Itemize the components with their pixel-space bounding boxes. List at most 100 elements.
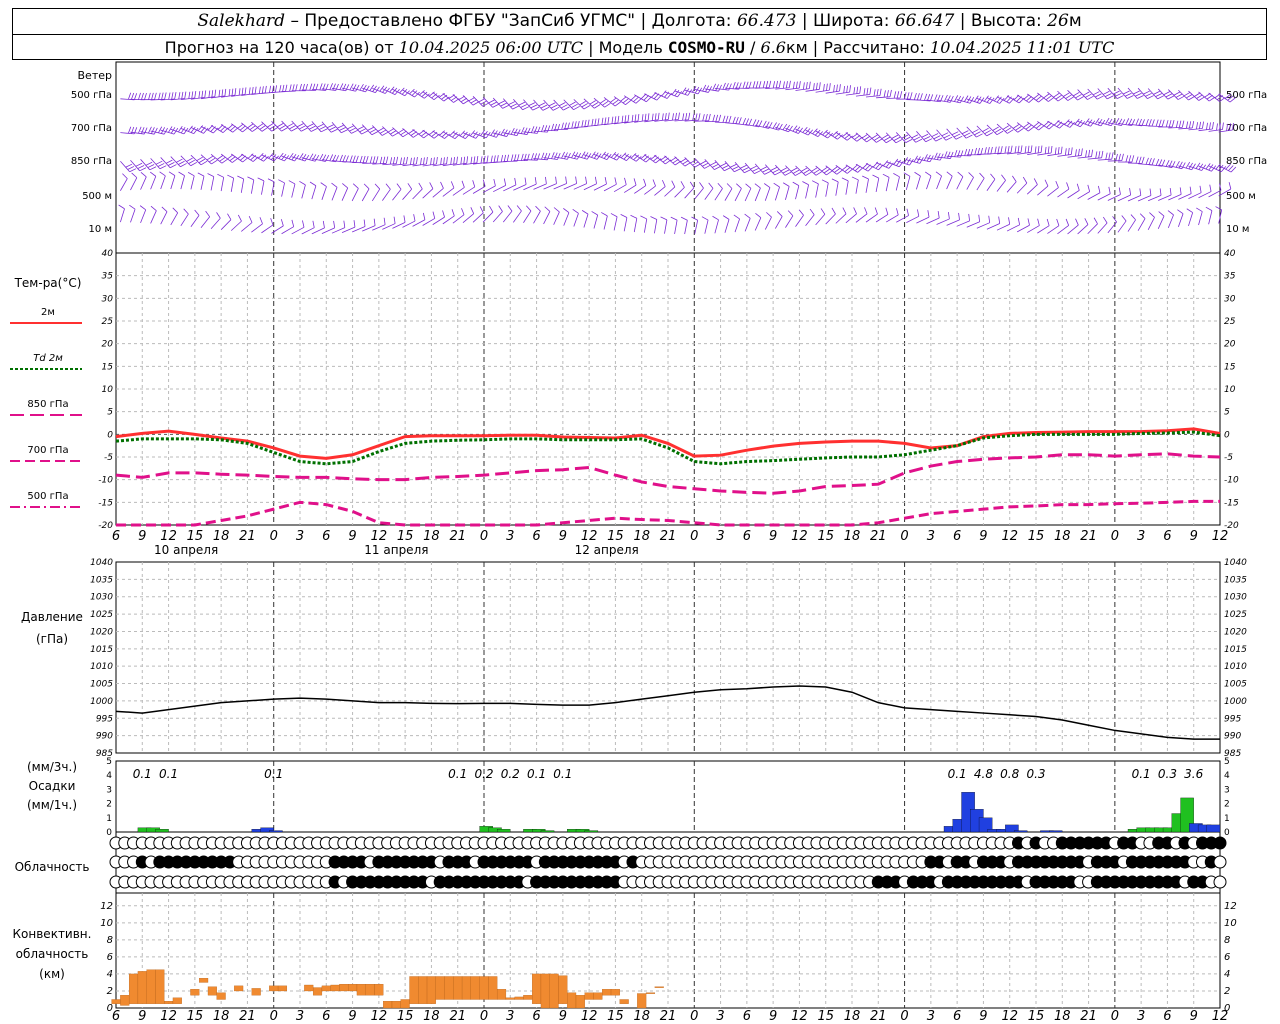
wind-barb-feather: [633, 178, 637, 186]
wind-barb-shaft: [553, 211, 560, 225]
wind-barb-feather: [925, 138, 933, 143]
wind-barb-feather: [1043, 93, 1050, 99]
wind-barb-feather: [500, 128, 505, 136]
wind-barb-feather: [1095, 93, 1102, 98]
press-ytick-right: 1000: [1224, 697, 1247, 707]
wind-barb-feather: [1114, 92, 1122, 97]
wind-barb-feather: [742, 117, 747, 125]
wind-barb-feather: [883, 136, 891, 141]
wind-barb-feather: [194, 209, 200, 216]
wind-barb-feather: [724, 167, 731, 172]
wind-barb-shaft: [714, 88, 729, 91]
wind-barb-feather: [159, 165, 167, 170]
wind-barb-feather: [775, 80, 779, 88]
wind-barb-shaft: [1067, 190, 1080, 199]
wind-barb-feather: [954, 149, 958, 157]
wind-barb-feather: [768, 80, 772, 88]
wind-barb-feather: [207, 173, 214, 178]
wind-barb-feather: [349, 155, 353, 163]
wind-barb-feather: [280, 219, 284, 226]
temp-hour-label: 21: [449, 529, 466, 544]
wind-barb-shaft: [785, 87, 800, 91]
temp-hour-label: 9: [769, 529, 777, 544]
wind-barb-shaft: [210, 153, 223, 164]
wind-barb-feather: [361, 130, 369, 135]
wind-barb-shaft: [291, 226, 305, 235]
conv-hour-label: 12: [160, 1009, 177, 1024]
wind-barb-feather: [664, 112, 667, 121]
wind-barb-shaft: [170, 212, 179, 226]
wind-barb-feather: [1135, 92, 1142, 97]
wind-barb-feather: [352, 155, 356, 163]
wind-barb-feather: [158, 126, 163, 133]
wind-barb-shaft: [1097, 88, 1108, 100]
wind-barb-feather: [682, 160, 689, 165]
wind-barb-feather: [1198, 96, 1205, 101]
wind-barb-feather: [614, 101, 621, 107]
wind-barb-feather: [1194, 92, 1201, 97]
wind-barb-shaft: [624, 120, 639, 124]
wind-barb-feather: [692, 113, 695, 121]
wind-barb-shaft: [513, 184, 527, 191]
wind-barb-feather: [206, 155, 214, 161]
wind-barb-feather: [903, 92, 907, 100]
wind-barb-feather: [623, 153, 629, 160]
wind-barb-feather: [476, 155, 479, 163]
wind-barb-shaft: [815, 183, 819, 198]
temp-ytick-left: -20: [98, 521, 113, 531]
wind-barb-feather: [267, 123, 274, 128]
conv-hour-label: 3: [1137, 1009, 1145, 1024]
wind-barb-feather: [493, 178, 496, 186]
wind-barb-feather: [1175, 160, 1180, 168]
wind-barb-feather: [180, 126, 186, 134]
wind-barb-shaft: [502, 210, 513, 223]
wind-barb-feather: [1088, 149, 1091, 157]
wind-barb-feather: [347, 125, 354, 130]
wind-barb-feather: [1074, 118, 1080, 125]
wind-barb-shaft: [926, 157, 941, 161]
wind-barb-feather: [410, 157, 412, 165]
conv-bar: [619, 999, 629, 1004]
wind-barb-feather: [1050, 145, 1053, 154]
wind-barb-shaft: [744, 188, 752, 202]
wind-barb-feather: [1139, 213, 1146, 219]
wind-barb-feather: [1167, 210, 1174, 216]
wind-barb-feather: [460, 157, 463, 165]
wind-barb-feather: [1066, 182, 1070, 190]
wind-barb-feather: [863, 88, 866, 96]
wind-barb-shaft: [905, 176, 911, 190]
wind-barb-feather: [1165, 159, 1170, 167]
wind-barb-feather: [342, 83, 347, 91]
wind-barb-shaft: [754, 187, 761, 202]
temp-ytick-left: 25: [102, 317, 114, 327]
wind-barb-feather: [544, 206, 551, 212]
wind-barb-feather: [594, 176, 597, 184]
wind-barb-feather: [479, 206, 484, 213]
wind-barb-feather: [826, 170, 833, 176]
temp-legend-label: 850 гПа: [27, 399, 68, 410]
wind-barb-shaft: [1026, 184, 1038, 195]
wind-barb-feather: [444, 133, 451, 139]
wind-barb-shaft: [694, 220, 699, 235]
wind-barb-shaft: [301, 89, 316, 91]
wind-barb-shaft: [926, 99, 941, 103]
wind-barb-feather: [396, 183, 402, 190]
wind-barb-feather: [237, 175, 244, 180]
wind-barb-shaft: [553, 99, 564, 111]
wind-barb-feather: [516, 129, 521, 136]
wind-barb-shaft: [432, 188, 444, 198]
wind-barb-shaft: [1017, 151, 1032, 155]
wind-barb-feather: [163, 127, 168, 135]
wind-barb-feather: [720, 162, 727, 167]
wind-barb-feather: [795, 126, 801, 133]
wind-barb-shaft: [160, 175, 166, 190]
wind-barb-feather: [413, 214, 416, 222]
wind-barb-feather: [689, 181, 695, 188]
temp-ytick-right: 0: [1224, 430, 1230, 440]
wind-barb-shaft: [261, 154, 275, 162]
wind-barb-shaft: [805, 165, 817, 176]
wind-barb-feather: [717, 182, 723, 189]
wind-barb-feather: [247, 123, 254, 129]
wind-barb-feather: [548, 102, 556, 107]
wind-barb-feather: [949, 95, 954, 103]
